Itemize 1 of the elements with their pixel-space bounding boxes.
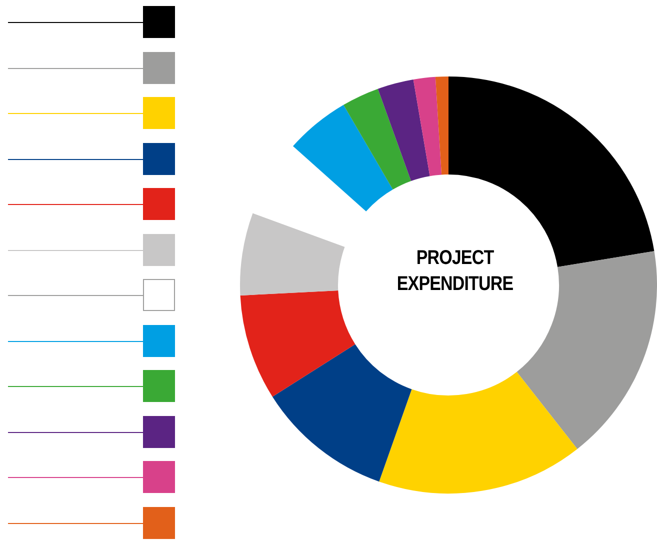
- text: PROJECT EXPENDITURE: [396, 246, 514, 297]
